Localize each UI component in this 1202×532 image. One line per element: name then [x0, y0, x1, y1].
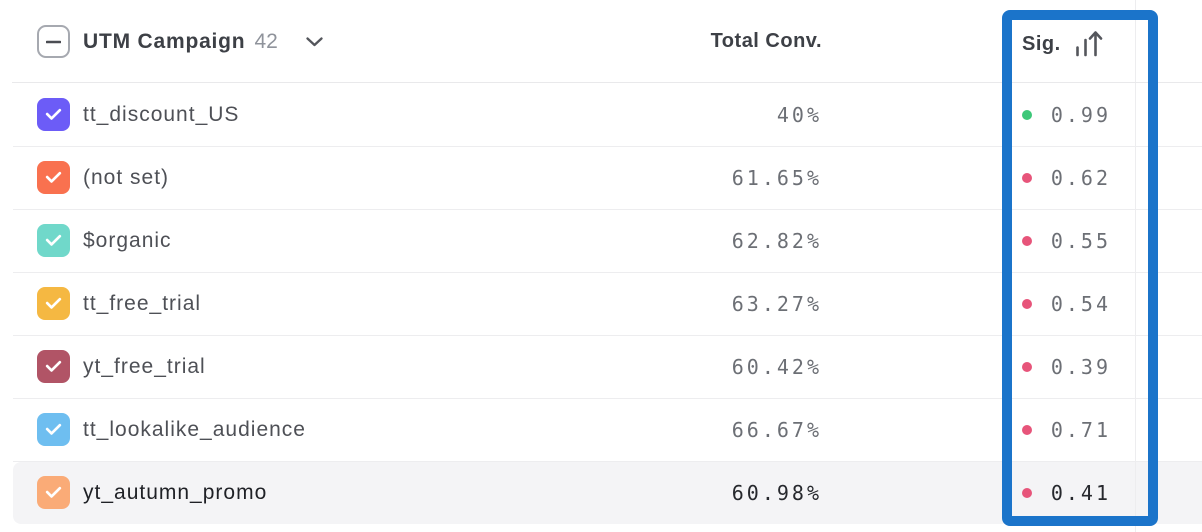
sig-value: 0.62: [1050, 165, 1111, 190]
sig-value: 0.54: [1050, 291, 1111, 316]
row-name-cell: tt_discount_US: [0, 98, 582, 131]
total-conv-value: 61.65%: [731, 165, 822, 190]
indeterminate-dash-icon: [46, 40, 61, 44]
campaign-label: tt_lookalike_audience: [83, 417, 306, 441]
row-name-cell: $organic: [0, 224, 582, 257]
campaign-label: yt_free_trial: [83, 354, 206, 378]
row-checkbox[interactable]: [37, 98, 70, 131]
row-count-badge: 42: [254, 29, 278, 53]
significance-dot: [1022, 424, 1032, 435]
sig-cell: 0.99: [822, 103, 1202, 127]
sig-value: 0.41: [1050, 480, 1111, 505]
sig-cell: 0.55: [822, 229, 1202, 253]
sig-value: 0.71: [1050, 417, 1111, 442]
sig-cell: 0.54: [822, 292, 1202, 316]
table-row: tt_free_trial 63.27% 0.54: [0, 272, 1202, 335]
column-header-sig: Sig.: [822, 28, 1202, 56]
sig-value: 0.99: [1050, 102, 1111, 127]
sig-sort-control[interactable]: Sig.: [1022, 28, 1104, 56]
significance-dot: [1022, 109, 1032, 120]
checkmark-icon: [44, 231, 63, 250]
row-name-cell: yt_autumn_promo: [0, 476, 582, 509]
sig-cell: 0.71: [822, 418, 1202, 442]
total-conv-value: 66.67%: [731, 417, 822, 442]
checkmark-icon: [44, 105, 63, 124]
checkmark-icon: [44, 294, 63, 313]
column-title-utm-campaign[interactable]: UTM Campaign: [83, 29, 246, 53]
checkmark-icon: [44, 168, 63, 187]
table-row: tt_lookalike_audience 66.67% 0.71: [0, 398, 1202, 461]
total-conv-label: Total Conv.: [710, 30, 822, 52]
checkmark-icon: [44, 420, 63, 439]
sig-cell: 0.39: [822, 355, 1202, 379]
row-name-cell: (not set): [0, 161, 582, 194]
significance-dot: [1022, 298, 1032, 309]
campaign-label: yt_autumn_promo: [83, 480, 268, 504]
sig-cell: 0.41: [822, 481, 1202, 505]
chevron-down-icon[interactable]: [306, 36, 323, 47]
total-conv-value: 63.27%: [731, 291, 822, 316]
sig-value: 0.55: [1050, 228, 1111, 253]
campaign-label: (not set): [83, 165, 170, 189]
row-checkbox[interactable]: [37, 161, 70, 194]
checkmark-icon: [44, 357, 63, 376]
row-name-cell: tt_free_trial: [0, 287, 582, 320]
column-header-total-conv[interactable]: Total Conv.: [582, 30, 822, 53]
select-all-checkbox[interactable]: [37, 25, 70, 58]
table-header-row: UTM Campaign 42 Total Conv. Sig.: [0, 0, 1202, 83]
row-checkbox[interactable]: [37, 224, 70, 257]
table-row: tt_discount_US 40% 0.99: [0, 83, 1202, 146]
table-row-highlighted: yt_autumn_promo 60.98% 0.41: [0, 461, 1202, 524]
total-conv-value: 60.42%: [731, 354, 822, 379]
table-row: $organic 62.82% 0.55: [0, 209, 1202, 272]
table-row: yt_free_trial 60.42% 0.39: [0, 335, 1202, 398]
table-row: (not set) 61.65% 0.62: [0, 146, 1202, 209]
significance-dot: [1022, 361, 1032, 372]
row-checkbox[interactable]: [37, 476, 70, 509]
campaign-label: $organic: [83, 228, 172, 252]
sig-cell: 0.62: [822, 166, 1202, 190]
header-name-cell: UTM Campaign 42: [0, 25, 582, 58]
total-conv-value: 60.98%: [731, 480, 822, 505]
row-name-cell: yt_free_trial: [0, 350, 582, 383]
sig-value: 0.39: [1050, 354, 1111, 379]
checkmark-icon: [44, 483, 63, 502]
campaign-label: tt_free_trial: [83, 291, 202, 315]
row-checkbox[interactable]: [37, 413, 70, 446]
significance-dot: [1022, 487, 1032, 498]
total-conv-value: 40%: [776, 102, 822, 127]
campaign-label: tt_discount_US: [83, 102, 240, 126]
column-separator: [1135, 0, 1136, 532]
significance-dot: [1022, 235, 1032, 246]
significance-dot: [1022, 172, 1032, 183]
sort-ascending-icon: [1073, 28, 1104, 58]
total-conv-value: 62.82%: [731, 228, 822, 253]
row-name-cell: tt_lookalike_audience: [0, 413, 582, 446]
row-checkbox[interactable]: [37, 287, 70, 320]
sig-label: Sig.: [1022, 32, 1061, 55]
row-checkbox[interactable]: [37, 350, 70, 383]
